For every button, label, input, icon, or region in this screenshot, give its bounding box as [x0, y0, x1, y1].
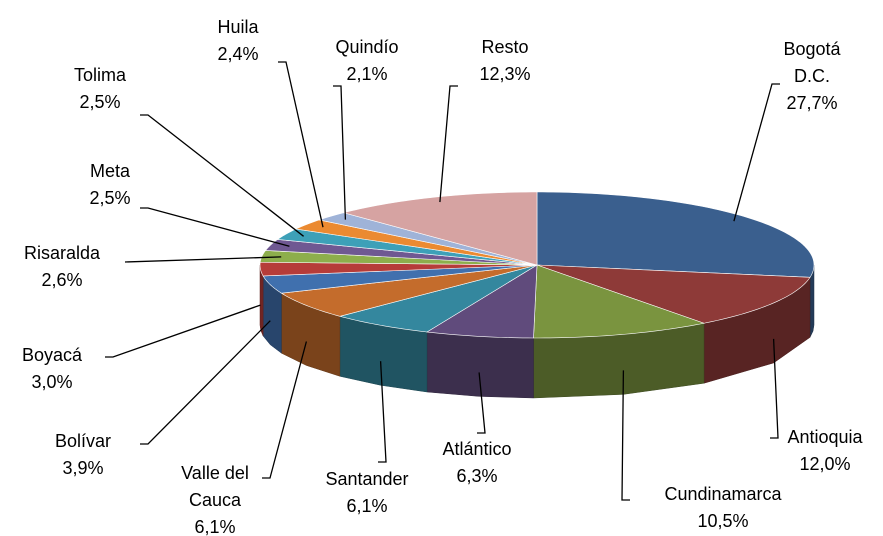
leader-line	[124, 256, 282, 263]
data-label: Valle del Cauca 6,1%	[165, 460, 265, 536]
leader-line	[262, 341, 308, 479]
category-label: Valle del Cauca	[181, 463, 249, 510]
leader-line	[770, 338, 779, 439]
pie-slice	[262, 264, 538, 294]
pie-slice	[536, 191, 815, 278]
pie-slice	[338, 264, 538, 333]
data-label: Bolívar 3,9%	[55, 428, 111, 482]
value-label: 2,5%	[89, 188, 131, 208]
leader-line	[477, 372, 486, 434]
category-label: Boyacá	[21, 345, 83, 365]
pie-slice	[276, 228, 538, 266]
pie-sides	[259, 264, 815, 399]
value-label: 2,6%	[41, 270, 83, 290]
pie-tops	[259, 191, 815, 339]
category-label: Tolima	[73, 65, 127, 85]
leader-line	[621, 370, 630, 501]
pie-slice	[294, 219, 538, 266]
value-label: 12,0%	[799, 454, 851, 474]
data-label: Huila 2,4%	[217, 14, 258, 68]
pie-slice	[280, 264, 538, 317]
data-label: Antioquia 12,0%	[787, 424, 862, 478]
category-label: Atlántico	[442, 439, 512, 459]
data-label: Cundinamarca 10,5%	[664, 481, 781, 535]
data-label: Bogotá D.C. 27,7%	[777, 36, 848, 117]
category-label: Risaralda	[23, 243, 101, 263]
pie-slice	[536, 264, 811, 324]
leader-line	[140, 207, 290, 247]
leader-line	[333, 85, 347, 220]
leader-lines	[105, 61, 780, 501]
category-label: Resto	[481, 37, 529, 57]
category-label: Meta	[89, 161, 131, 181]
data-label: Meta 2,5%	[89, 158, 130, 212]
pie-slice	[426, 264, 538, 339]
data-label: Quindío 2,1%	[335, 34, 398, 88]
data-label: Atlántico 6,3%	[442, 436, 511, 490]
value-label: 12,3%	[479, 64, 531, 84]
pie-slice	[533, 264, 706, 339]
data-label: Risaralda 2,6%	[24, 240, 100, 294]
category-label: Bogotá D.C.	[783, 39, 841, 86]
data-label: Tolima 2,5%	[74, 62, 126, 116]
leader-line	[733, 83, 780, 222]
leader-line	[378, 361, 387, 463]
category-label: Santander	[325, 469, 409, 489]
data-label: Santander 6,1%	[325, 466, 408, 520]
pie-slice	[342, 191, 538, 266]
value-label: 6,1%	[346, 496, 388, 516]
leader-line	[278, 61, 324, 228]
category-label: Cundinamarca	[664, 484, 782, 504]
leader-line	[439, 85, 458, 203]
pie-slice	[259, 261, 538, 277]
data-label: Boyacá 3,0%	[22, 342, 82, 396]
category-label: Antioquia	[787, 427, 863, 447]
leader-line	[140, 114, 304, 237]
leader-line	[105, 304, 261, 358]
value-label: 27,7%	[786, 93, 838, 113]
value-label: 6,3%	[456, 466, 498, 486]
value-label: 2,5%	[79, 92, 121, 112]
value-label: 10,5%	[697, 511, 749, 531]
category-label: Huila	[217, 17, 259, 37]
value-label: 2,4%	[217, 44, 259, 64]
value-label: 2,1%	[346, 64, 388, 84]
leader-line	[140, 320, 271, 445]
value-label: 3,0%	[31, 372, 73, 392]
value-label: 6,1%	[194, 517, 236, 536]
data-label: Resto 12,3%	[479, 34, 530, 88]
category-label: Bolívar	[54, 431, 112, 451]
value-label: 3,9%	[62, 458, 104, 478]
category-label: Quindío	[335, 37, 399, 57]
